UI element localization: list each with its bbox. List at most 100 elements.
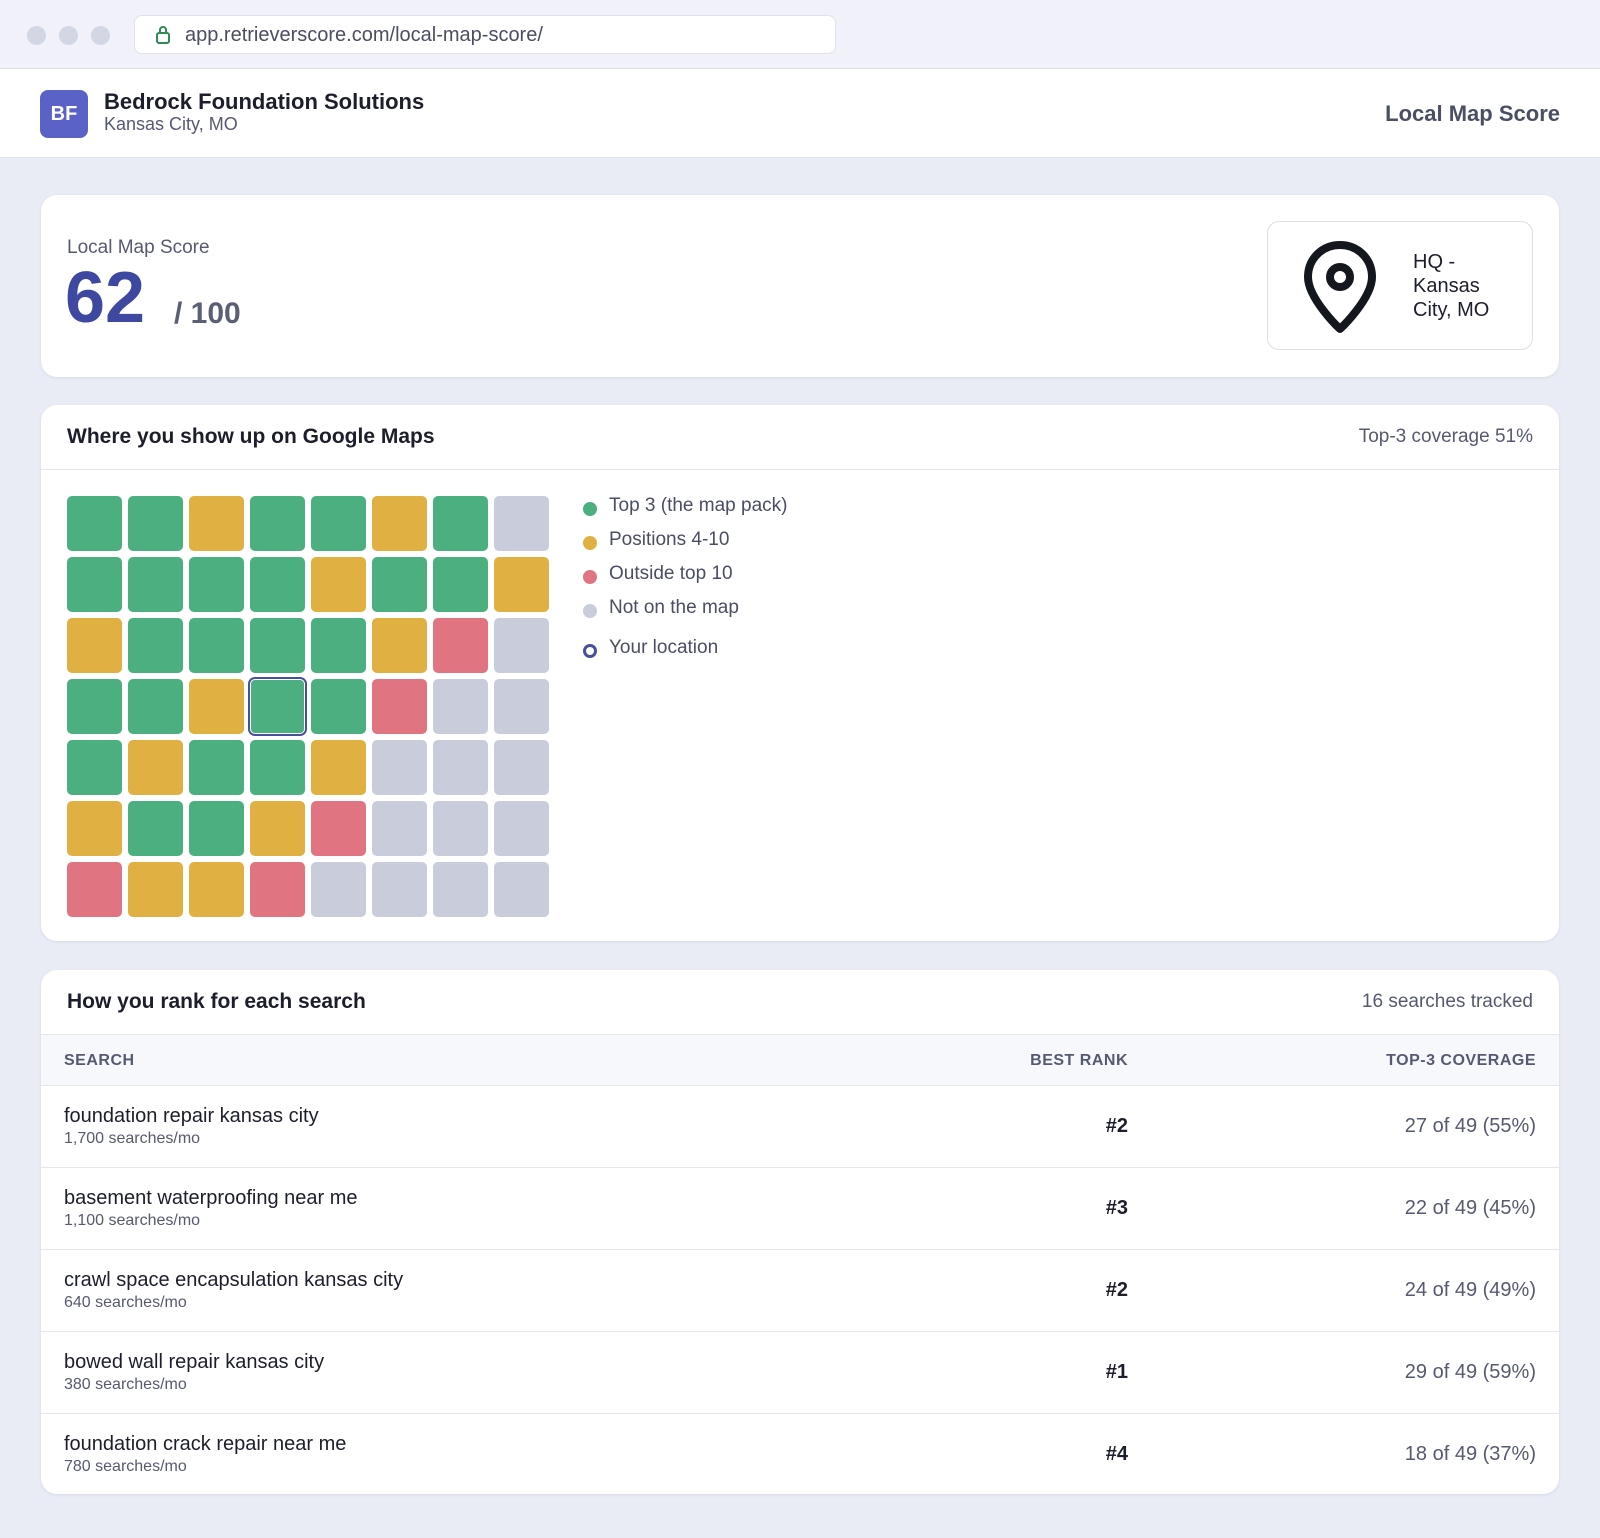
search-term: foundation repair kansas city bbox=[64, 1105, 319, 1127]
grid-cell[interactable] bbox=[372, 496, 427, 551]
location-box[interactable]: HQ - Kansas City, MO bbox=[1267, 221, 1533, 350]
grid-cell[interactable] bbox=[250, 679, 305, 734]
grid-cell[interactable] bbox=[372, 862, 427, 917]
grid-cell[interactable] bbox=[311, 740, 366, 795]
grid-cell[interactable] bbox=[372, 557, 427, 612]
grid-cell[interactable] bbox=[189, 801, 244, 856]
grid-cell[interactable] bbox=[311, 862, 366, 917]
coverage: 24 of 49 (49%) bbox=[1404, 1279, 1536, 1301]
search-term: foundation crack repair near me bbox=[64, 1433, 347, 1455]
grid-cell[interactable] bbox=[128, 740, 183, 795]
grid-cell[interactable] bbox=[67, 679, 122, 734]
search-count: 16 searches tracked bbox=[1361, 991, 1533, 1012]
score-value: 62 bbox=[65, 258, 146, 338]
divider bbox=[41, 469, 1559, 470]
best-rank: #3 bbox=[1105, 1197, 1128, 1219]
legend-swatch bbox=[583, 644, 597, 658]
grid-cell[interactable] bbox=[250, 496, 305, 551]
grid-cell[interactable] bbox=[494, 862, 549, 917]
grid-cell[interactable] bbox=[311, 679, 366, 734]
grid-cell[interactable] bbox=[250, 618, 305, 673]
table-row[interactable]: bowed wall repair kansas city 380 searche… bbox=[41, 1331, 1559, 1413]
coverage-summary: Top-3 coverage 51% bbox=[1358, 426, 1533, 447]
legend-label: Top 3 (the map pack) bbox=[609, 495, 788, 516]
card-title: Where you show up on Google Maps bbox=[67, 425, 435, 448]
business-initials: BF bbox=[40, 90, 88, 138]
score-label: Local Map Score bbox=[67, 237, 210, 258]
window-button[interactable] bbox=[91, 26, 110, 45]
grid-cell[interactable] bbox=[372, 740, 427, 795]
grid-cell[interactable] bbox=[67, 496, 122, 551]
rank-card: How you rank for each search 16 searches… bbox=[41, 970, 1559, 1494]
table-row[interactable]: crawl space encapsulation kansas city 640… bbox=[41, 1249, 1559, 1331]
grid-cell[interactable] bbox=[128, 801, 183, 856]
coverage: 27 of 49 (55%) bbox=[1404, 1115, 1536, 1137]
grid-cell[interactable] bbox=[128, 496, 183, 551]
legend-swatch bbox=[583, 536, 597, 550]
grid-cell[interactable] bbox=[189, 862, 244, 917]
score-max: / 100 bbox=[174, 297, 241, 330]
grid-cell[interactable] bbox=[494, 557, 549, 612]
search-volume: 380 searches/mo bbox=[64, 1376, 187, 1393]
window-button[interactable] bbox=[59, 26, 78, 45]
legend-label: Outside top 10 bbox=[609, 563, 733, 584]
grid-cell[interactable] bbox=[494, 679, 549, 734]
grid-cell[interactable] bbox=[433, 740, 488, 795]
grid-cell[interactable] bbox=[189, 496, 244, 551]
grid-cell[interactable] bbox=[494, 740, 549, 795]
best-rank: #4 bbox=[1105, 1443, 1128, 1465]
grid-cell[interactable] bbox=[311, 801, 366, 856]
grid-cell[interactable] bbox=[128, 618, 183, 673]
grid-cell[interactable] bbox=[433, 862, 488, 917]
grid-cell[interactable] bbox=[372, 679, 427, 734]
table-row[interactable]: foundation repair kansas city 1,700 searc… bbox=[41, 1085, 1559, 1167]
window-button[interactable] bbox=[27, 26, 46, 45]
grid-cell[interactable] bbox=[250, 740, 305, 795]
grid-cell[interactable] bbox=[128, 862, 183, 917]
grid-cell[interactable] bbox=[67, 740, 122, 795]
address-bar[interactable]: app.retrieverscore.com/local-map-score/ bbox=[134, 15, 836, 54]
grid-cell[interactable] bbox=[250, 801, 305, 856]
legend-label: Positions 4-10 bbox=[609, 529, 730, 550]
search-term: bowed wall repair kansas city bbox=[64, 1351, 325, 1373]
grid-cell[interactable] bbox=[433, 801, 488, 856]
grid-cell[interactable] bbox=[494, 618, 549, 673]
grid-cell[interactable] bbox=[494, 801, 549, 856]
grid-cell[interactable] bbox=[67, 801, 122, 856]
grid-cell[interactable] bbox=[311, 557, 366, 612]
column-header: BEST RANK bbox=[1030, 1052, 1128, 1069]
coverage: 22 of 49 (45%) bbox=[1404, 1197, 1536, 1219]
search-volume: 1,100 searches/mo bbox=[64, 1212, 201, 1229]
table-row[interactable]: basement waterproofing near me 1,100 sear… bbox=[41, 1167, 1559, 1249]
grid-cell[interactable] bbox=[128, 557, 183, 612]
grid-cell[interactable] bbox=[372, 801, 427, 856]
grid-cell[interactable] bbox=[311, 496, 366, 551]
location-name: HQ - Kansas City, MO bbox=[1413, 251, 1490, 321]
grid-cell[interactable] bbox=[311, 618, 366, 673]
grid-cell[interactable] bbox=[433, 618, 488, 673]
table-row[interactable]: foundation crack repair near me 780 searc… bbox=[41, 1413, 1559, 1494]
grid-cell[interactable] bbox=[128, 679, 183, 734]
grid-cell[interactable] bbox=[67, 862, 122, 917]
grid-cell[interactable] bbox=[250, 862, 305, 917]
legend-swatch bbox=[583, 604, 597, 618]
grid-cell[interactable] bbox=[67, 618, 122, 673]
grid-cell[interactable] bbox=[189, 740, 244, 795]
grid-cell[interactable] bbox=[67, 557, 122, 612]
grid-cell[interactable] bbox=[433, 557, 488, 612]
grid-cell[interactable] bbox=[494, 496, 549, 551]
url-text: app.retrieverscore.com/local-map-score/ bbox=[185, 24, 543, 46]
search-volume: 1,700 searches/mo bbox=[64, 1130, 201, 1147]
business-name: Bedrock Foundation Solutions bbox=[104, 89, 425, 114]
legend-swatch bbox=[583, 502, 597, 516]
grid-cell[interactable] bbox=[433, 679, 488, 734]
grid-cell[interactable] bbox=[372, 618, 427, 673]
grid-cell[interactable] bbox=[433, 496, 488, 551]
legend-swatch bbox=[583, 570, 597, 584]
coverage: 18 of 49 (37%) bbox=[1404, 1443, 1536, 1465]
grid-cell[interactable] bbox=[189, 679, 244, 734]
grid-cell[interactable] bbox=[189, 618, 244, 673]
grid-cell[interactable] bbox=[250, 557, 305, 612]
grid-cell[interactable] bbox=[189, 557, 244, 612]
